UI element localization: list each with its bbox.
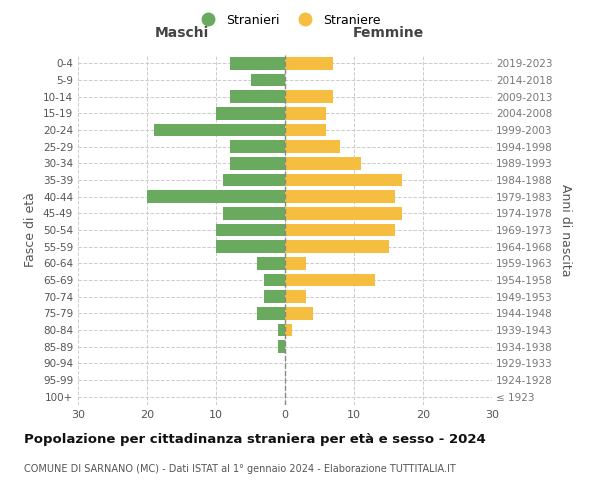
- Text: Femmine: Femmine: [353, 26, 424, 40]
- Bar: [285, 140, 340, 153]
- Bar: [230, 140, 285, 153]
- Bar: [285, 107, 326, 120]
- Bar: [216, 240, 285, 253]
- Y-axis label: Anni di nascita: Anni di nascita: [559, 184, 572, 276]
- Bar: [285, 157, 361, 170]
- Bar: [278, 324, 285, 336]
- Bar: [251, 74, 285, 86]
- Bar: [265, 274, 285, 286]
- Text: COMUNE DI SARNANO (MC) - Dati ISTAT al 1° gennaio 2024 - Elaborazione TUTTITALIA: COMUNE DI SARNANO (MC) - Dati ISTAT al 1…: [24, 464, 456, 474]
- Bar: [257, 307, 285, 320]
- Bar: [285, 307, 313, 320]
- Bar: [230, 90, 285, 103]
- Bar: [285, 274, 374, 286]
- Bar: [154, 124, 285, 136]
- Bar: [285, 90, 334, 103]
- Bar: [230, 157, 285, 170]
- Bar: [257, 257, 285, 270]
- Bar: [285, 57, 334, 70]
- Legend: Stranieri, Straniere: Stranieri, Straniere: [190, 8, 386, 32]
- Bar: [285, 224, 395, 236]
- Text: Maschi: Maschi: [154, 26, 209, 40]
- Bar: [278, 340, 285, 353]
- Bar: [285, 324, 292, 336]
- Bar: [230, 57, 285, 70]
- Bar: [285, 207, 402, 220]
- Bar: [285, 190, 395, 203]
- Bar: [285, 124, 326, 136]
- Bar: [223, 207, 285, 220]
- Bar: [285, 240, 389, 253]
- Bar: [223, 174, 285, 186]
- Bar: [285, 174, 402, 186]
- Bar: [285, 290, 306, 303]
- Bar: [265, 290, 285, 303]
- Y-axis label: Fasce di età: Fasce di età: [25, 192, 37, 268]
- Bar: [216, 224, 285, 236]
- Bar: [216, 107, 285, 120]
- Bar: [147, 190, 285, 203]
- Bar: [285, 257, 306, 270]
- Text: Popolazione per cittadinanza straniera per età e sesso - 2024: Popolazione per cittadinanza straniera p…: [24, 432, 486, 446]
